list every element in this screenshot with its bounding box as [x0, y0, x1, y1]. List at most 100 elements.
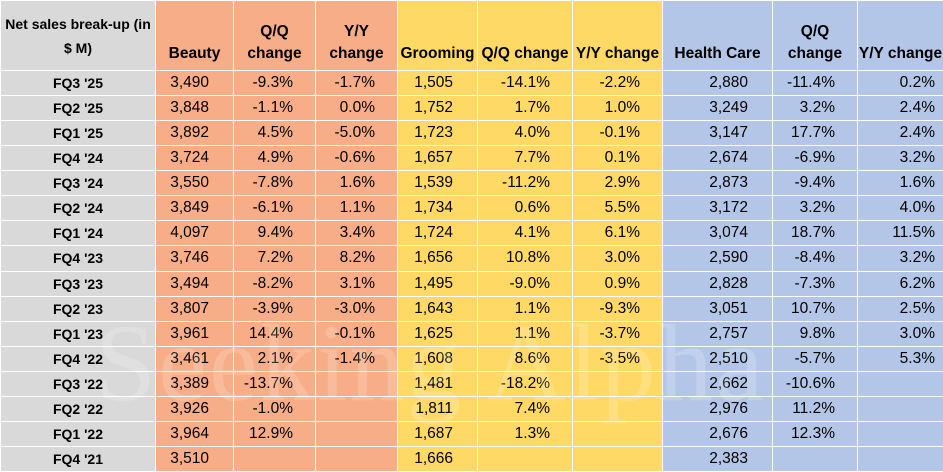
- grooming-value: 1,608: [397, 345, 478, 372]
- health-qq-value: 18.7%: [772, 220, 858, 247]
- health-qq-value: 10.7%: [772, 295, 858, 322]
- health-yy-value: 0.2%: [857, 69, 943, 97]
- grooming-qq-value: 8.6%: [477, 345, 573, 372]
- grooming-value: 1,643: [397, 295, 478, 322]
- health-yy-value: [857, 445, 943, 472]
- beauty-qq-value: 14.4%: [233, 320, 316, 347]
- beauty-yy-value: -3.0%: [315, 295, 398, 322]
- grooming-qq-value: -9.0%: [477, 270, 573, 297]
- health-yy-value: [857, 420, 943, 447]
- beauty-value: 4,097: [155, 220, 234, 247]
- beauty-value: 3,848: [155, 95, 234, 122]
- beauty-qq-value: 7.2%: [233, 245, 316, 272]
- health-care-value: 3,051: [662, 295, 773, 322]
- health-yy-value: 2.4%: [857, 120, 943, 147]
- health-qq-value: -7.3%: [772, 270, 858, 297]
- grooming-qq-value: -14.1%: [477, 69, 573, 97]
- health-care-value: 2,674: [662, 145, 773, 172]
- beauty-value: 3,494: [155, 270, 234, 297]
- beauty-yy-value: [315, 370, 398, 397]
- grooming-yy-value: [572, 445, 663, 472]
- beauty-yy-value: 3.4%: [315, 220, 398, 247]
- grooming-value: 1,625: [397, 320, 478, 347]
- beauty-value: 3,550: [155, 170, 234, 197]
- health-care-value: 2,976: [662, 395, 773, 422]
- grooming-value: 1,734: [397, 195, 478, 222]
- table-row: FQ4 '24 3,724 4.9% -0.6% 1,657 7.7% 0.1% 2,674-…: [0, 145, 943, 172]
- quarter-cell: FQ3 '23: [0, 270, 156, 297]
- grooming-yy-value: [572, 395, 663, 422]
- table-row: FQ3 '25 3,490 -9.3% -1.7% 1,505 -14.1% -2.2% 2,…: [0, 69, 943, 97]
- header-grooming-qq: Q/Q change: [477, 0, 573, 71]
- beauty-yy-value: 3.1%: [315, 270, 398, 297]
- table-row: FQ3 '22 3,389 -13.7% 1,481 -18.2% 2,662 -10.6%: [0, 370, 943, 397]
- quarter-cell: FQ4 '22: [0, 345, 156, 372]
- health-care-value: 3,172: [662, 195, 773, 222]
- beauty-value: 3,461: [155, 345, 234, 372]
- beauty-yy-value: 1.1%: [315, 195, 398, 222]
- grooming-yy-value: 3.0%: [572, 245, 663, 272]
- beauty-qq-value: -6.1%: [233, 195, 316, 222]
- health-yy-value: [857, 370, 943, 397]
- table-row: FQ3 '23 3,494 -8.2% 3.1% 1,495 -9.0% 0.9% 2,828…: [0, 270, 943, 297]
- beauty-qq-value: -8.2%: [233, 270, 316, 297]
- health-qq-value: -10.6%: [772, 370, 858, 397]
- grooming-value: 1,724: [397, 220, 478, 247]
- health-qq-value: [772, 445, 858, 472]
- beauty-qq-value: 12.9%: [233, 420, 316, 447]
- beauty-value: 3,724: [155, 145, 234, 172]
- health-qq-value: -6.9%: [772, 145, 858, 172]
- quarter-cell: FQ3 '25: [0, 69, 156, 97]
- beauty-yy-value: -1.7%: [315, 69, 398, 97]
- grooming-qq-value: -11.2%: [477, 170, 573, 197]
- beauty-qq-value: -1.0%: [233, 395, 316, 422]
- quarter-cell: FQ4 '21: [0, 445, 156, 472]
- grooming-yy-value: -2.2%: [572, 69, 663, 97]
- grooming-qq-value: 1.7%: [477, 95, 573, 122]
- quarter-cell: FQ4 '23: [0, 245, 156, 272]
- grooming-yy-value: 1.0%: [572, 95, 663, 122]
- beauty-yy-value: [315, 420, 398, 447]
- beauty-yy-value: 0.0%: [315, 95, 398, 122]
- health-care-value: 3,249: [662, 95, 773, 122]
- grooming-yy-value: 5.5%: [572, 195, 663, 222]
- grooming-qq-value: 1.1%: [477, 320, 573, 347]
- grooming-yy-value: -3.7%: [572, 320, 663, 347]
- beauty-value: 3,964: [155, 420, 234, 447]
- health-care-value: 2,757: [662, 320, 773, 347]
- table-row: FQ1 '22 3,964 12.9% 1,687 1.3% 2,676 12.3%: [0, 420, 943, 447]
- grooming-yy-value: 2.9%: [572, 170, 663, 197]
- grooming-yy-value: -9.3%: [572, 295, 663, 322]
- grooming-qq-value: 0.6%: [477, 195, 573, 222]
- beauty-qq-value: -1.1%: [233, 95, 316, 122]
- beauty-qq-value: -9.3%: [233, 69, 316, 97]
- grooming-value: 1,495: [397, 270, 478, 297]
- header-beauty-qq: Q/Q change: [233, 0, 316, 71]
- beauty-yy-value: [315, 395, 398, 422]
- quarter-cell: FQ2 '22: [0, 395, 156, 422]
- grooming-value: 1,666: [397, 445, 478, 472]
- beauty-qq-value: 9.4%: [233, 220, 316, 247]
- health-care-value: 2,676: [662, 420, 773, 447]
- beauty-qq-value: 2.1%: [233, 345, 316, 372]
- quarter-cell: FQ3 '24: [0, 170, 156, 197]
- beauty-value: 3,807: [155, 295, 234, 322]
- beauty-qq-value: [233, 445, 316, 472]
- table-row: FQ3 '24 3,550 -7.8% 1.6% 1,539 -11.2% 2.9% 2,87…: [0, 170, 943, 197]
- beauty-value: 3,490: [155, 69, 234, 97]
- quarter-cell: FQ1 '23: [0, 320, 156, 347]
- beauty-value: 3,892: [155, 120, 234, 147]
- health-care-value: 3,074: [662, 220, 773, 247]
- beauty-yy-value: -0.1%: [315, 320, 398, 347]
- header-health-qq: Q/Q change: [772, 0, 858, 71]
- table-row: FQ4 '23 3,746 7.2% 8.2% 1,656 10.8% 3.0% 2,590-…: [0, 245, 943, 272]
- grooming-value: 1,723: [397, 120, 478, 147]
- beauty-qq-value: 4.9%: [233, 145, 316, 172]
- table-body: FQ3 '25 3,490 -9.3% -1.7% 1,505 -14.1% -2.2% 2,…: [0, 69, 943, 472]
- quarter-cell: FQ2 '23: [0, 295, 156, 322]
- quarter-cell: FQ4 '24: [0, 145, 156, 172]
- health-yy-value: 1.6%: [857, 170, 943, 197]
- health-qq-value: 11.2%: [772, 395, 858, 422]
- beauty-value: 3,849: [155, 195, 234, 222]
